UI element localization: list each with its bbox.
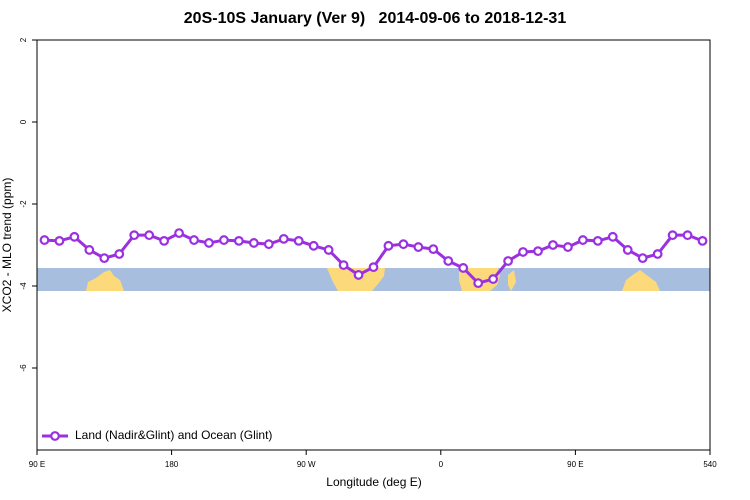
point (473, 278, 484, 289)
point (278, 233, 289, 244)
y-tick-label: 2 (19, 37, 28, 42)
x-tick-label: 540 (703, 460, 717, 469)
point (338, 260, 349, 270)
point (443, 256, 454, 266)
point (592, 235, 603, 246)
point (84, 245, 95, 255)
y-tick-label: -2 (19, 200, 28, 208)
point (682, 230, 693, 241)
y-tick-label: -4 (19, 282, 28, 290)
point (667, 230, 678, 241)
point (518, 247, 528, 257)
point (368, 262, 379, 273)
chart-title: 20S-10S January (Ver 9) 2014-09-06 to 20… (184, 10, 567, 27)
point (159, 235, 170, 246)
point (607, 231, 618, 242)
point (488, 274, 499, 284)
x-tick-label: 90 W (297, 460, 316, 469)
point (428, 244, 439, 255)
point (533, 246, 543, 257)
y-tick-label: -6 (19, 364, 28, 372)
point (54, 235, 65, 246)
point (233, 235, 244, 246)
x-tick-label: 90 E (29, 460, 45, 469)
point (637, 253, 648, 264)
point (323, 245, 334, 255)
point (248, 238, 259, 248)
point (548, 240, 558, 250)
point (383, 240, 394, 251)
point (577, 235, 588, 245)
point (697, 235, 708, 246)
x-axis-label: Longitude (deg E) (326, 475, 421, 489)
point (293, 235, 304, 246)
point (174, 228, 184, 239)
point (563, 242, 573, 252)
point (99, 253, 110, 264)
point (413, 242, 424, 252)
point (308, 240, 319, 251)
point (39, 235, 50, 245)
point (503, 256, 514, 266)
point (652, 249, 663, 259)
point (353, 270, 364, 280)
legend-label: Land (Nadir&Glint) and Ocean (Glint) (75, 428, 272, 442)
point (204, 238, 214, 248)
point (622, 245, 633, 255)
y-tick-label: 0 (19, 119, 28, 124)
x-tick-label: 90 E (567, 460, 583, 469)
point (458, 263, 469, 273)
x-tick-label: 180 (165, 460, 179, 469)
point (219, 235, 229, 245)
y-axis-label: XCO2 - MLO trend (ppm) (0, 178, 14, 313)
point (114, 249, 125, 259)
point (398, 239, 409, 250)
point (69, 231, 80, 242)
x-tick-label: 0 (439, 460, 444, 469)
point (144, 230, 155, 241)
point (129, 230, 140, 241)
point (263, 239, 274, 250)
plot-frame (36, 39, 711, 451)
legend-marker (50, 431, 60, 441)
point (189, 235, 199, 245)
